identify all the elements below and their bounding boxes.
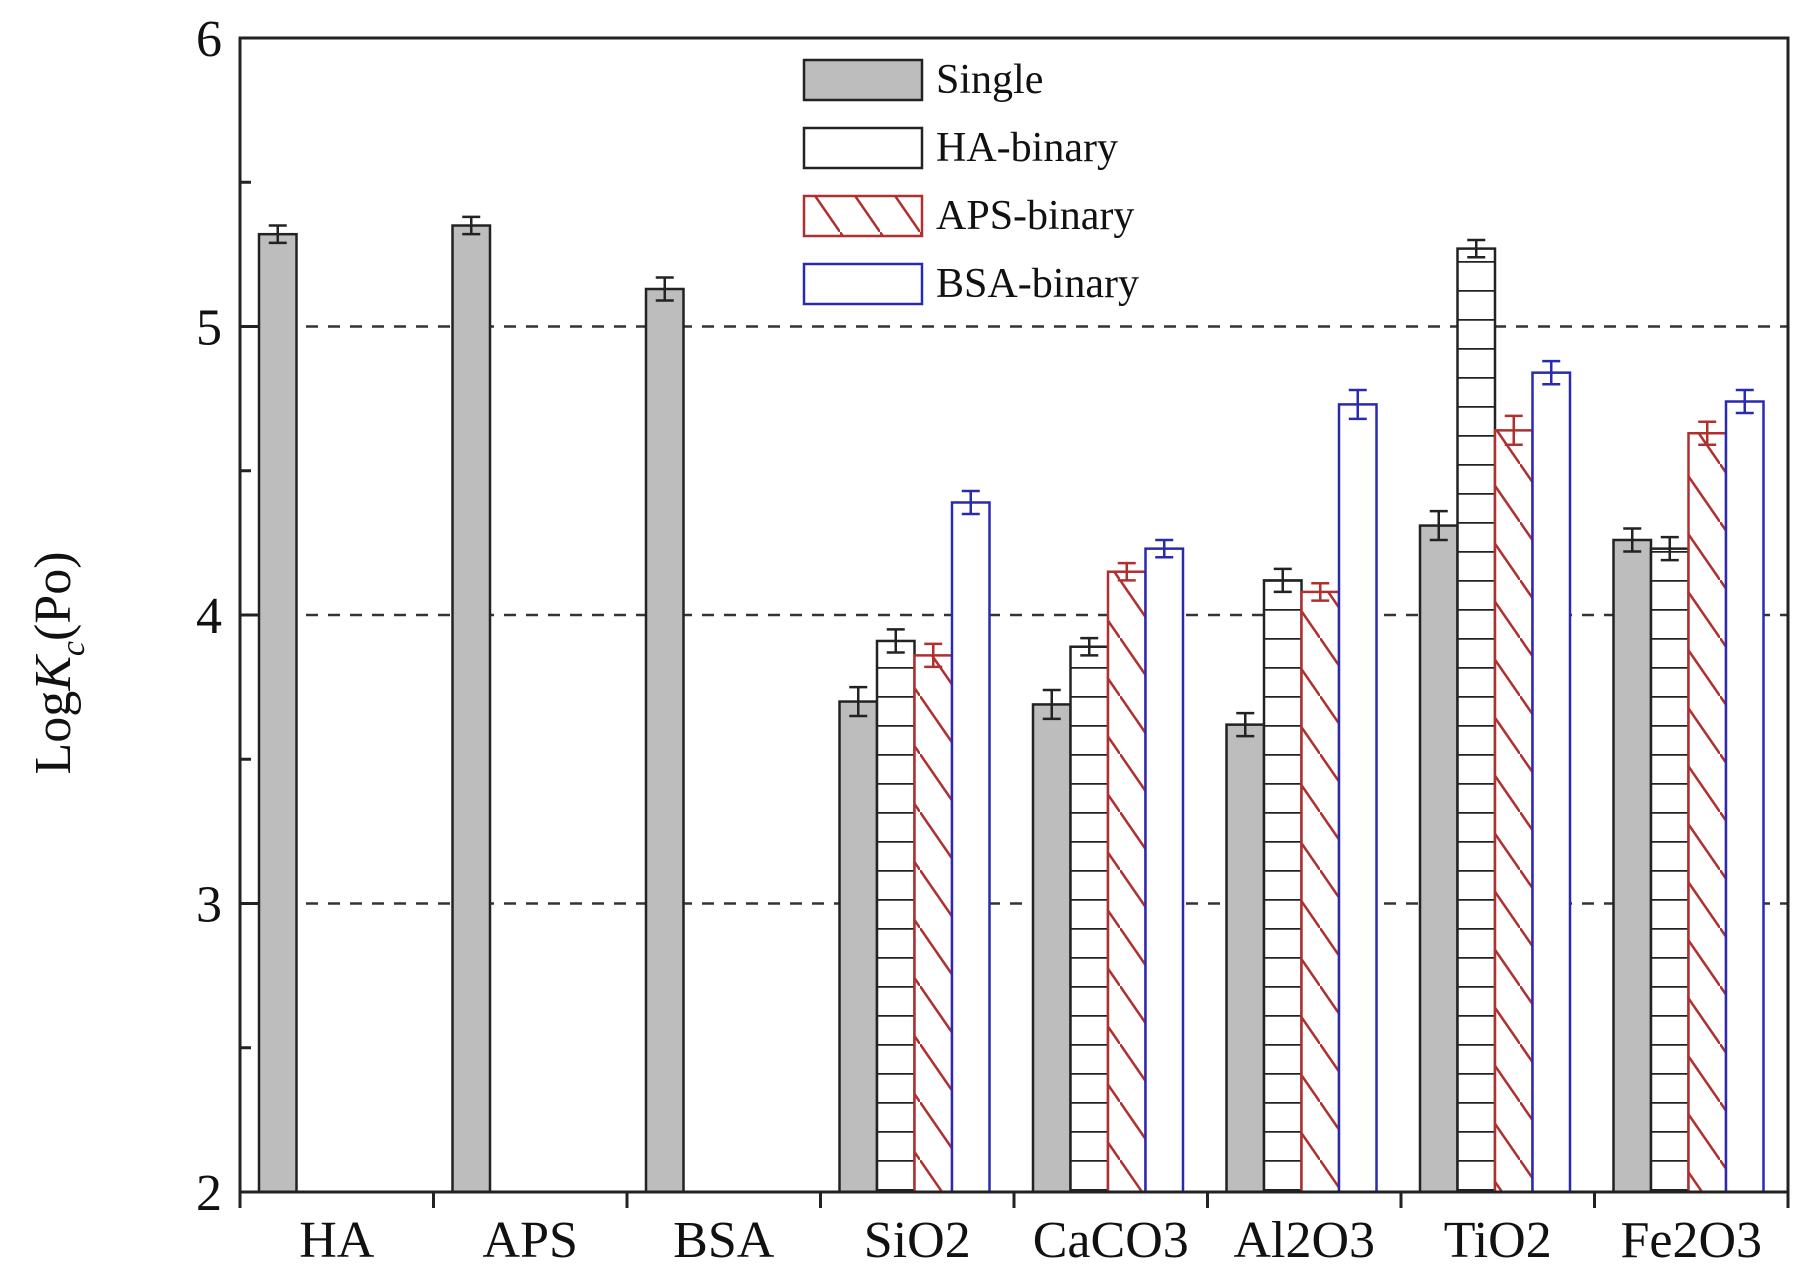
bar [950, 501, 991, 1194]
bar [451, 224, 492, 1194]
bar [1031, 703, 1072, 1194]
grid-lines [240, 325, 1788, 905]
bars [257, 215, 1765, 1194]
bar [1649, 547, 1690, 1194]
x-tick-label: TiO2 [1444, 1212, 1552, 1269]
legend-swatch [802, 194, 924, 238]
bar [257, 232, 298, 1194]
legend-label: HA-binary [936, 125, 1118, 171]
x-tick-label: Fe2O3 [1620, 1212, 1762, 1269]
bar [1687, 431, 1728, 1194]
bar [1262, 579, 1303, 1194]
legend-label: APS-binary [936, 193, 1134, 239]
bar [1612, 538, 1653, 1194]
bar [1456, 247, 1497, 1194]
legend-swatch [802, 58, 924, 102]
y-tick-label: 5 [196, 300, 222, 357]
tick-labels: 2 3 4 5 6 HA APS BSA SiO2 CaCO3 Al2O3 TiO2 Fe2O3 [196, 11, 1762, 1269]
bar [1493, 429, 1534, 1194]
y-axis-title-suffix: (Po) [25, 551, 82, 641]
bar [644, 287, 685, 1194]
x-tick-label: CaCO3 [1033, 1212, 1189, 1269]
x-tick-label: HA [299, 1212, 375, 1269]
y-tick-label: 6 [196, 11, 222, 68]
bar [1418, 524, 1459, 1194]
y-axis-title-subscript: c [55, 641, 92, 656]
x-tick-label: Al2O3 [1233, 1212, 1375, 1269]
x-tick-label: SiO2 [864, 1212, 971, 1269]
legend-swatch [802, 262, 924, 306]
bar [1225, 723, 1266, 1194]
legend-swatch [802, 126, 924, 170]
bar [1337, 403, 1378, 1194]
y-axis-title-prefix: Log [25, 691, 82, 775]
bar [1724, 400, 1765, 1194]
legend-label: Single [936, 57, 1043, 103]
y-axis-title: LogKc(Po) [25, 551, 92, 774]
bar [1069, 645, 1110, 1194]
bar [1106, 570, 1147, 1194]
legend-label: BSA-binary [936, 261, 1139, 307]
x-tick-label: BSA [673, 1212, 775, 1269]
bar [838, 700, 879, 1194]
bar [875, 639, 916, 1194]
bar [913, 654, 954, 1194]
bar [1144, 547, 1185, 1194]
axes [238, 36, 1790, 1208]
y-tick-label: 4 [196, 588, 222, 645]
legend: Single HA-binary APS-binary BSA-binary [802, 57, 1139, 307]
y-tick-label: 3 [196, 877, 222, 934]
bar [1531, 371, 1572, 1194]
y-tick-label: 2 [196, 1165, 222, 1222]
bar [1300, 590, 1341, 1194]
x-tick-label: APS [483, 1212, 578, 1269]
y-axis-title-symbol: K [25, 654, 82, 692]
